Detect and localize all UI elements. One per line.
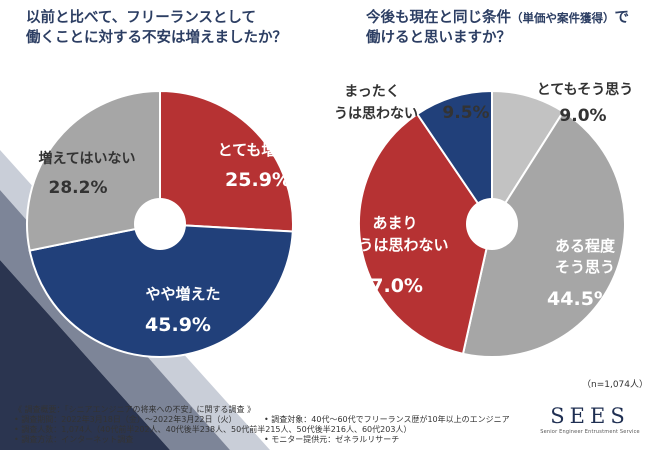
logo-name: SEES xyxy=(550,404,630,428)
c1-slice-value-not-increased: 28.2% xyxy=(49,178,108,198)
pie2-center-hole xyxy=(466,198,518,250)
question-2-title-line1: 今後も現在と同じ条件 xyxy=(366,10,511,26)
question-2-title: 今後も現在と同じ条件（単価や案件獲得）で 働けると思いますか？ xyxy=(366,8,629,48)
survey-method: • 調査方法：インターネット調査 xyxy=(14,435,134,444)
c2-slice-value-strongly-agree: 9.0% xyxy=(559,106,606,126)
question-1-title-line1: 以前と比べて、フリーランスとして xyxy=(26,10,256,26)
c2-slice-label-rather-disagree-2: そうは思わない xyxy=(343,236,448,254)
pie-chart-1 xyxy=(26,89,294,359)
c1-slice-label-not-increased: 増えてはいない xyxy=(38,150,135,167)
pie2-slice-strongly-disagree xyxy=(415,89,493,228)
c2-slice-label-rather-disagree-1: あまり xyxy=(372,214,417,232)
question-1-title: 以前と比べて、フリーランスとして 働くことに対する不安は増えましたか？ xyxy=(26,8,287,48)
c2-slice-label-somewhat-agree-1: ある程度 xyxy=(555,237,616,255)
c1-slice-value-very-increased: 25.9% xyxy=(225,169,291,191)
pie2-slice-somewhat-agree xyxy=(461,110,627,359)
survey-people: • 調査人数：1,074人（40代前半202人、40代後半238人、50代前半2… xyxy=(14,425,412,434)
pie1-slice-not-increased xyxy=(26,89,161,252)
pie2-slice-rather-disagree xyxy=(358,112,494,355)
c2-slice-value-strongly-disagree: 9.5% xyxy=(442,103,489,123)
logo-tagline: Senior Engineer Entrustment Service xyxy=(540,429,640,435)
sees-logo: SEES Senior Engineer Entrustment Service xyxy=(538,405,642,435)
c2-slice-label-strongly-disagree-1: まったく xyxy=(344,84,399,100)
question-1-title-line2: 働くことに対する不安は増えましたか？ xyxy=(26,30,287,46)
question-2-title-tail: で xyxy=(614,10,630,26)
survey-provider: • モニター提供元：ゼネラルリサーチ xyxy=(264,435,400,444)
question-2-title-sub: （単価や案件獲得） xyxy=(511,11,615,25)
survey-period: • 調査期間：2022年3月18日（金）～2022年3月22日（火） xyxy=(14,415,237,424)
pie1-center-hole xyxy=(134,198,186,250)
pie-chart-2 xyxy=(358,89,627,359)
survey-overview-heading: 《 調査概要：「シニアエンジニアの将来への不安」に関する調査 》 xyxy=(14,405,256,414)
c2-slice-label-somewhat-agree-2: そう思う xyxy=(555,258,615,276)
sample-size-note: （n=1,074人） xyxy=(582,380,649,390)
question-2-title-line2: 働けると思いますか？ xyxy=(366,30,511,46)
pie1-slice-slightly-increased xyxy=(28,222,294,359)
c2-slice-label-strongly-disagree-2: うは思わない xyxy=(334,106,418,122)
c2-slice-value-somewhat-agree: 44.5% xyxy=(547,288,613,310)
pie1-slice-very-increased xyxy=(159,89,294,233)
survey-target: • 調査対象：40代～60代でフリーランス歴が10年以上のエンジニア xyxy=(264,415,510,424)
c1-slice-label-very-increased: とても増えた xyxy=(218,141,307,159)
c1-slice-value-slightly-increased: 45.9% xyxy=(145,314,211,336)
c2-slice-value-rather-disagree: 37.0% xyxy=(357,275,423,297)
c1-slice-label-slightly-increased: やや増えた xyxy=(145,285,220,303)
c2-slice-label-strongly-agree: とてもそう思う xyxy=(537,82,634,98)
